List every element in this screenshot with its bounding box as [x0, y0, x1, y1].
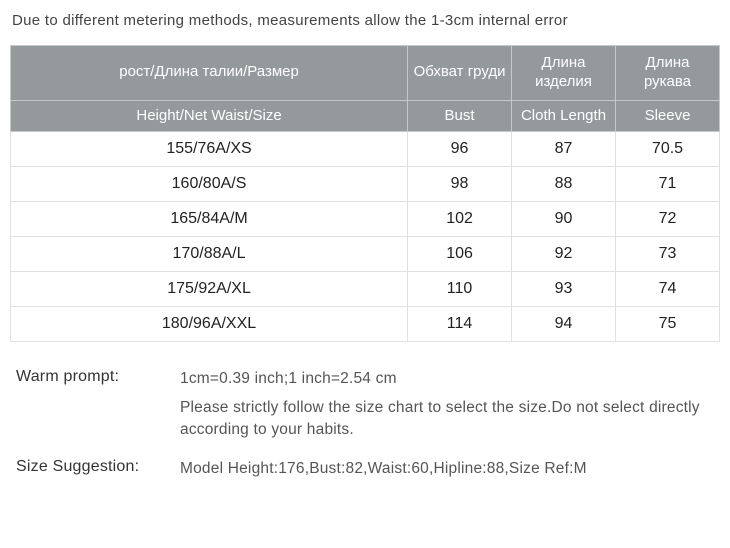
cell-bust: 114: [408, 307, 512, 342]
cell-sleeve: 73: [616, 237, 720, 272]
table-row: 155/76A/XS968770.5: [11, 132, 720, 167]
cell-size: 170/88A/L: [11, 237, 408, 272]
cell-size: 180/96A/XXL: [11, 307, 408, 342]
warm-prompt: Warm prompt: 1cm=0.39 inch;1 inch=2.54 c…: [16, 368, 720, 441]
cell-sleeve: 74: [616, 272, 720, 307]
cell-length: 90: [512, 202, 616, 237]
cell-sleeve: 71: [616, 167, 720, 202]
cell-length: 94: [512, 307, 616, 342]
header-bust-en: Bust: [408, 100, 512, 132]
cell-sleeve: 70.5: [616, 132, 720, 167]
header-row-ru: рост/Длина талии/Размер Обхват груди Дли…: [11, 46, 720, 101]
size-suggestion-text: Model Height:176,Bust:82,Waist:60,Hiplin…: [180, 458, 720, 480]
header-size-ru: рост/Длина талии/Размер: [11, 46, 408, 101]
size-suggestion: Size Suggestion: Model Height:176,Bust:8…: [16, 458, 720, 480]
size-suggestion-label: Size Suggestion:: [16, 458, 180, 476]
table-row: 160/80A/S988871: [11, 167, 720, 202]
table-row: 165/84A/M1029072: [11, 202, 720, 237]
cell-bust: 110: [408, 272, 512, 307]
cell-length: 93: [512, 272, 616, 307]
table-row: 180/96A/XXL1149475: [11, 307, 720, 342]
warm-prompt-line2: Please strictly follow the size chart to…: [180, 397, 720, 442]
table-row: 175/92A/XL1109374: [11, 272, 720, 307]
cell-sleeve: 72: [616, 202, 720, 237]
header-length-ru: Длина изделия: [512, 46, 616, 101]
cell-length: 92: [512, 237, 616, 272]
header-length-en: Cloth Length: [512, 100, 616, 132]
warm-prompt-line1: 1cm=0.39 inch;1 inch=2.54 cm: [180, 368, 720, 390]
cell-length: 88: [512, 167, 616, 202]
cell-size: 175/92A/XL: [11, 272, 408, 307]
size-table: рост/Длина талии/Размер Обхват груди Дли…: [10, 45, 720, 342]
cell-sleeve: 75: [616, 307, 720, 342]
header-bust-ru: Обхват груди: [408, 46, 512, 101]
cell-size: 160/80A/S: [11, 167, 408, 202]
cell-bust: 98: [408, 167, 512, 202]
cell-bust: 96: [408, 132, 512, 167]
top-note: Due to different metering methods, measu…: [10, 12, 720, 29]
header-size-en: Height/Net Waist/Size: [11, 100, 408, 132]
cell-size: 155/76A/XS: [11, 132, 408, 167]
header-row-en: Height/Net Waist/Size Bust Cloth Length …: [11, 100, 720, 132]
cell-bust: 106: [408, 237, 512, 272]
cell-bust: 102: [408, 202, 512, 237]
header-sleeve-en: Sleeve: [616, 100, 720, 132]
cell-length: 87: [512, 132, 616, 167]
warm-prompt-label: Warm prompt:: [16, 368, 180, 386]
table-row: 170/88A/L1069273: [11, 237, 720, 272]
cell-size: 165/84A/M: [11, 202, 408, 237]
header-sleeve-ru: Длина рукава: [616, 46, 720, 101]
size-table-body: 155/76A/XS968770.5160/80A/S988871165/84A…: [11, 132, 720, 342]
